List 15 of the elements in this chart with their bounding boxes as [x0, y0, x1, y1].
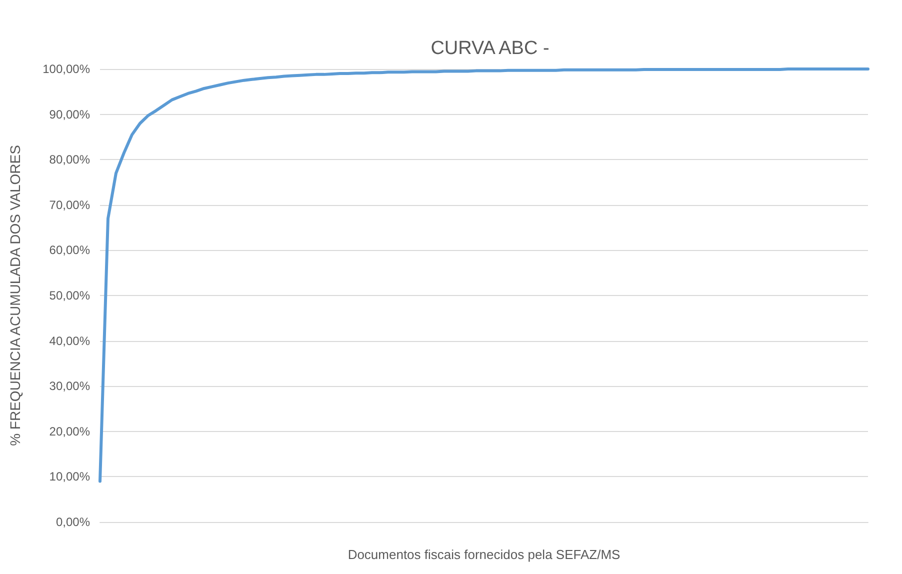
y-tick-label: 30,00% [49, 379, 90, 394]
y-tick-label: 80,00% [49, 152, 90, 167]
y-tick-label: 90,00% [49, 107, 90, 122]
y-tick-label: 10,00% [49, 470, 90, 484]
y-tick-label: 70,00% [49, 198, 90, 212]
y-tick-label: 100,00% [42, 62, 90, 76]
y-axis-title: % FREQUENCIA ACUMULADA DOS VALORES [7, 145, 23, 446]
line-series [98, 68, 870, 483]
y-tick-label: 40,00% [49, 334, 90, 348]
chart-title: CURVA ABC - [430, 38, 550, 59]
y-tick-label: 0,00% [56, 515, 90, 529]
y-tick-label: 50,00% [49, 288, 90, 302]
x-axis-title: Documentos fiscais fornecidos pela SEFAZ/MS [348, 547, 621, 562]
y-tick-label: 60,00% [49, 243, 90, 258]
y-tick-label: 20,00% [49, 424, 90, 438]
